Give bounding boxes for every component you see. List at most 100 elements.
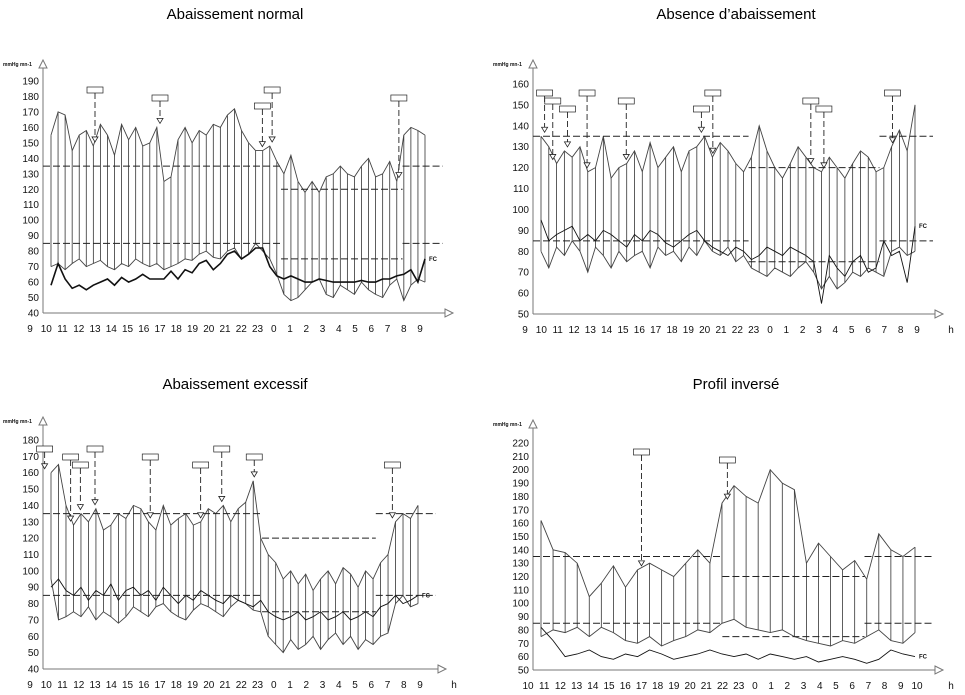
x-tick-label: 2 [800, 325, 806, 336]
x-tick-label: 23 [252, 324, 264, 335]
event-label-box [559, 105, 576, 113]
y-tick-label: 120 [22, 534, 39, 545]
y-tick-label: 90 [518, 612, 530, 623]
x-tick-label: 22 [236, 324, 248, 335]
x-tick-label: 11 [57, 324, 68, 335]
systolic-series-line [50, 108, 426, 194]
event-label-box [536, 89, 553, 97]
x-tick-label: 6 [849, 681, 855, 692]
x-tick-label: 6 [368, 324, 374, 335]
x-tick-label: 13 [585, 325, 597, 336]
event-marker-arrow [146, 512, 154, 519]
x-tick-label: 19 [187, 680, 199, 691]
x-tick-label: 18 [171, 680, 183, 691]
event-label-box [86, 86, 104, 94]
y-axis-label: mmHg mn-1 [493, 62, 522, 68]
y-tick-label: 80 [28, 247, 40, 258]
event-label-box [390, 94, 408, 102]
x-tick-label: 9 [914, 325, 920, 336]
y-tick-label: 150 [22, 138, 39, 149]
x-tick-label: 16 [620, 681, 632, 692]
y-tick-label: 140 [512, 121, 529, 132]
x-tick-label: 23 [733, 681, 745, 692]
y-tick-label: 70 [28, 262, 40, 273]
x-tick-label: 5 [833, 681, 839, 692]
x-tick-label: 9 [898, 681, 904, 692]
x-tick-label: 4 [336, 324, 342, 335]
x-tick-label: 14 [601, 325, 613, 336]
x-tick-label: 20 [699, 325, 711, 336]
x-tick-label: 20 [203, 680, 215, 691]
chart-title: Abaissement excessif [162, 376, 308, 393]
x-tick-label: 13 [89, 324, 101, 335]
x-tick-label: 17 [154, 680, 166, 691]
y-tick-label: 150 [22, 485, 39, 496]
x-tick-label: 21 [701, 681, 713, 692]
x-tick-label: 15 [122, 680, 134, 691]
x-tick-label: 10 [911, 681, 923, 692]
x-tick-label: 9 [27, 324, 33, 335]
event-label-box [86, 445, 104, 453]
x-tick-label: 0 [752, 681, 758, 692]
event-marker-arrow [91, 499, 99, 506]
x-tick-label: 3 [801, 681, 807, 692]
y-tick-label: 60 [28, 278, 40, 289]
diastolic-series-line [50, 242, 426, 302]
x-tick-label: 21 [715, 325, 727, 336]
x-tick-label: 22 [717, 681, 729, 692]
x-tick-label: 10 [41, 680, 53, 691]
y-tick-label: 50 [518, 666, 530, 677]
y-tick-label: 180 [512, 492, 529, 503]
x-tick-label: 13 [89, 680, 101, 691]
heart-rate-series-line [540, 626, 916, 664]
x-tick-label: 11 [552, 325, 563, 336]
y-tick-label: 50 [28, 293, 40, 304]
event-marker-arrow [196, 512, 205, 519]
y-axis-label: mmHg mn-1 [3, 419, 32, 425]
event-marker-arrow [709, 147, 717, 154]
event-label-box [254, 102, 271, 110]
x-tick-label: 3 [816, 325, 822, 336]
x-tick-label: 19 [668, 681, 680, 692]
x-tick-label: 1 [768, 681, 774, 692]
y-tick-label: 220 [512, 439, 529, 450]
heart-rate-series-label: FC [422, 593, 431, 599]
chart-title: Abaissement normal [166, 6, 304, 23]
event-label-box [192, 461, 209, 469]
x-tick-label: 14 [106, 680, 118, 691]
x-tick-label: 20 [203, 324, 215, 335]
x-tick-label: 23 [748, 325, 760, 336]
x-tick-label: 12 [73, 680, 85, 691]
x-axis-arrow [444, 308, 455, 318]
x-tick-label: 8 [401, 680, 407, 691]
y-tick-label: 180 [22, 92, 39, 103]
y-tick-label: 80 [518, 247, 530, 258]
y-tick-label: 60 [28, 632, 40, 643]
heart-rate-series-label: FC [429, 257, 438, 263]
x-tick-label: 10 [522, 681, 534, 692]
x-tick-label: 2 [303, 324, 309, 335]
x-tick-label: 1 [287, 324, 293, 335]
event-marker-arrow [268, 136, 276, 143]
x-tick-label: 15 [122, 324, 134, 335]
y-tick-label: 60 [518, 652, 530, 663]
diastolic-series-line [540, 239, 916, 290]
x-tick-label: 12 [73, 324, 85, 335]
event-marker-arrow [549, 154, 557, 161]
x-tick-label: 6 [368, 680, 374, 691]
x-tick-label: 5 [849, 325, 855, 336]
x-tick-label: 22 [236, 680, 248, 691]
x-tick-label: 9 [522, 325, 528, 336]
y-tick-label: 160 [22, 468, 39, 479]
x-tick-label: 1 [287, 680, 293, 691]
event-marker-arrow [156, 118, 164, 125]
x-tick-label: 3 [320, 324, 326, 335]
event-label-box [693, 105, 710, 113]
x-tick-label: 18 [666, 325, 678, 336]
y-tick-label: 210 [512, 452, 529, 463]
event-marker-arrow [40, 463, 49, 470]
y-tick-label: 60 [518, 289, 530, 300]
x-tick-label: 14 [106, 324, 118, 335]
y-tick-label: 180 [22, 436, 39, 447]
x-tick-label: 12 [555, 681, 567, 692]
